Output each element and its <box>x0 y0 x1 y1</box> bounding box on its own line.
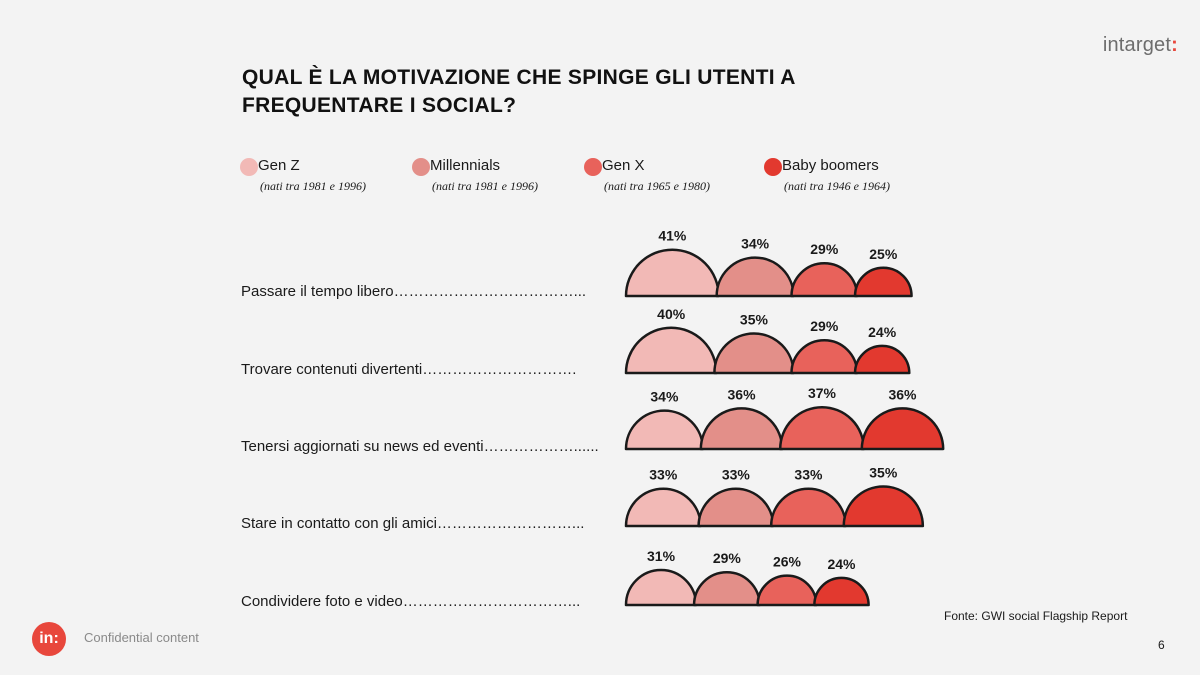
bubble-millennials <box>715 256 795 298</box>
source-note: Fonte: GWI social Flagship Report <box>944 609 1128 623</box>
row-label-passare-tempo: Passare il tempo libero………………………………... <box>241 283 587 300</box>
value-label-millennials: 34% <box>741 236 770 252</box>
legend-label: Millennials <box>430 157 501 174</box>
bubble-gen-x <box>769 487 847 528</box>
brand-logo: intarget: <box>1102 34 1178 56</box>
chart-row-1: 40% 35% 29% 24% <box>624 306 911 375</box>
value-label-baby-boomers: 35% <box>869 464 898 480</box>
legend-sublabel: (nati tra 1981 e 1996) <box>260 179 366 193</box>
bubble-millennials <box>713 332 795 375</box>
value-label-millennials: 33% <box>722 467 751 483</box>
bubble-baby-boomers <box>860 407 945 451</box>
chart-row-4: 31% 29% 26% 24% <box>624 548 870 607</box>
legend-label: Baby boomers <box>782 157 879 174</box>
chart-row-3: 33% 33% 33% 35% <box>624 464 925 528</box>
legend-label: Gen Z <box>258 157 300 174</box>
value-label-gen-z: 34% <box>650 389 679 405</box>
legend-swatch <box>412 158 430 176</box>
legend-sublabel: (nati tra 1946 e 1964) <box>784 179 890 193</box>
row-label-foto-video: Condividere foto e video……………………………... <box>241 593 581 610</box>
value-label-gen-x: 37% <box>808 385 837 401</box>
footer-logo: in: <box>32 622 66 656</box>
chart-row-2: 34% 36% 37% 36% <box>624 385 945 451</box>
footer-confidential: Confidential content <box>84 630 199 645</box>
bubble-gen-x <box>756 574 818 607</box>
bubble-baby-boomers <box>842 485 925 528</box>
bubble-millennials <box>697 487 775 528</box>
legend-label: Gen X <box>602 157 645 174</box>
value-label-baby-boomers: 24% <box>868 324 897 340</box>
value-label-gen-x: 29% <box>810 318 839 334</box>
bubble-baby-boomers <box>853 344 911 375</box>
bubble-gen-z <box>624 248 720 298</box>
value-label-gen-z: 31% <box>647 548 676 564</box>
legend-swatch <box>240 158 258 176</box>
value-label-gen-z: 41% <box>658 228 687 244</box>
bubble-millennials <box>692 570 761 607</box>
row-label-contenuti-divertenti: Trovare contenuti divertenti…………………………. <box>241 361 577 378</box>
value-label-baby-boomers: 25% <box>869 246 898 262</box>
bubble-gen-z <box>624 568 698 607</box>
page-number: 6 <box>1158 638 1165 652</box>
bubble-gen-x <box>790 338 859 375</box>
page-title: QUAL È LA MOTIVAZIONE CHE SPINGE GLI UTE… <box>242 66 795 117</box>
row-label-contatto-amici: Stare in contatto con gli amici………………………… <box>241 515 585 532</box>
bubble-baby-boomers <box>853 266 913 298</box>
value-label-baby-boomers: 24% <box>827 556 856 572</box>
bubble-gen-x <box>790 261 859 298</box>
value-label-baby-boomers: 36% <box>888 386 917 402</box>
bubble-millennials <box>699 407 784 451</box>
value-label-millennials: 35% <box>740 311 769 327</box>
legend-sublabel: (nati tra 1981 e 1996) <box>432 179 538 193</box>
row-label-news-eventi: Tenersi aggiornati su news ed eventi…………… <box>241 438 599 455</box>
bubble-gen-x <box>778 406 866 451</box>
value-label-millennials: 36% <box>728 386 757 402</box>
bubble-gen-z <box>624 326 718 375</box>
value-label-gen-x: 29% <box>810 241 839 257</box>
value-label-millennials: 29% <box>713 550 742 566</box>
bubble-gen-z <box>624 409 705 451</box>
bubble-gen-z <box>624 487 702 528</box>
legend-swatch <box>584 158 602 176</box>
value-label-gen-x: 26% <box>773 554 802 570</box>
value-label-gen-x: 33% <box>794 467 823 483</box>
value-label-gen-z: 33% <box>649 467 678 483</box>
chart-row-0: 41% 34% 29% 25% <box>624 228 913 298</box>
bubble-baby-boomers <box>813 576 870 607</box>
value-label-gen-z: 40% <box>657 306 686 322</box>
legend-swatch <box>764 158 782 176</box>
legend-sublabel: (nati tra 1965 e 1980) <box>604 179 710 193</box>
